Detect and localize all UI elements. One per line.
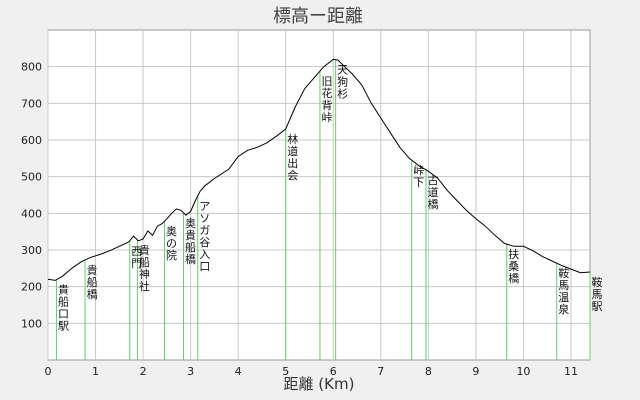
x-tick-label: 3: [187, 365, 194, 378]
poi-label: 扶桑橋: [508, 247, 519, 285]
x-axis-label: 距離 (Km): [284, 375, 355, 393]
x-tick-label: 10: [516, 365, 530, 378]
poi-label: 鞍馬駅: [592, 275, 603, 313]
poi-labels: 貴船口駅 貴船橋 西門貴船神社 奥の院奥貴船橋アソガ谷入口 林道出会 旧花背峠天狗杉峠下古…: [58, 64, 602, 333]
y-tick-label: 300: [21, 244, 42, 257]
poi-label: 貴船神社: [139, 243, 150, 293]
poi-markers: [56, 59, 591, 360]
poi-label: 峠下: [413, 163, 424, 189]
x-tick-label: 6: [330, 365, 337, 378]
y-tick-label: 400: [21, 207, 42, 220]
elevation-line: [47, 58, 591, 281]
x-tick-label: 1: [92, 365, 99, 378]
x-tick-label: 7: [377, 365, 384, 378]
tick-labels: 100 200 300 400 500 600 700 800 0 1 2 3 4 5 6 7 8 9 10 11: [21, 61, 578, 378]
poi-label: 旧花背峠: [321, 75, 332, 124]
x-tick-label: 5: [282, 365, 289, 378]
y-tick-label: 800: [21, 61, 42, 74]
x-tick-label: 4: [235, 365, 242, 378]
y-tick-label: 600: [21, 134, 42, 147]
y-tick-label: 100: [21, 317, 42, 330]
poi-label: アソガ谷入口: [199, 200, 210, 273]
poi-label: 貴船口駅: [58, 283, 69, 333]
poi-label: 天狗杉: [337, 64, 348, 101]
poi-label: 古道橋: [427, 174, 438, 211]
x-tick-label: 2: [140, 365, 147, 378]
poi-label: 奥の院: [166, 224, 177, 262]
poi-label: 貴船橋: [87, 263, 98, 301]
poi-label: 林道出会: [287, 132, 298, 182]
y-tick-label: 500: [21, 171, 42, 184]
x-tick-label: 8: [425, 365, 432, 378]
y-tick-label: 200: [21, 281, 42, 294]
poi-label: 鞍馬温泉: [558, 266, 569, 316]
x-tick-label: 0: [45, 365, 52, 378]
plot-area: [47, 29, 591, 361]
chart-title: 標高ー距離: [273, 6, 363, 27]
x-tick-label: 9: [472, 365, 479, 378]
grid-lines: [47, 30, 590, 360]
y-tick-label: 700: [21, 97, 42, 110]
poi-label: 奥貴船橋: [185, 216, 196, 266]
x-tick-label: 11: [564, 365, 578, 378]
elevation-series: [47, 58, 591, 281]
poi-label: 西門: [131, 245, 142, 270]
